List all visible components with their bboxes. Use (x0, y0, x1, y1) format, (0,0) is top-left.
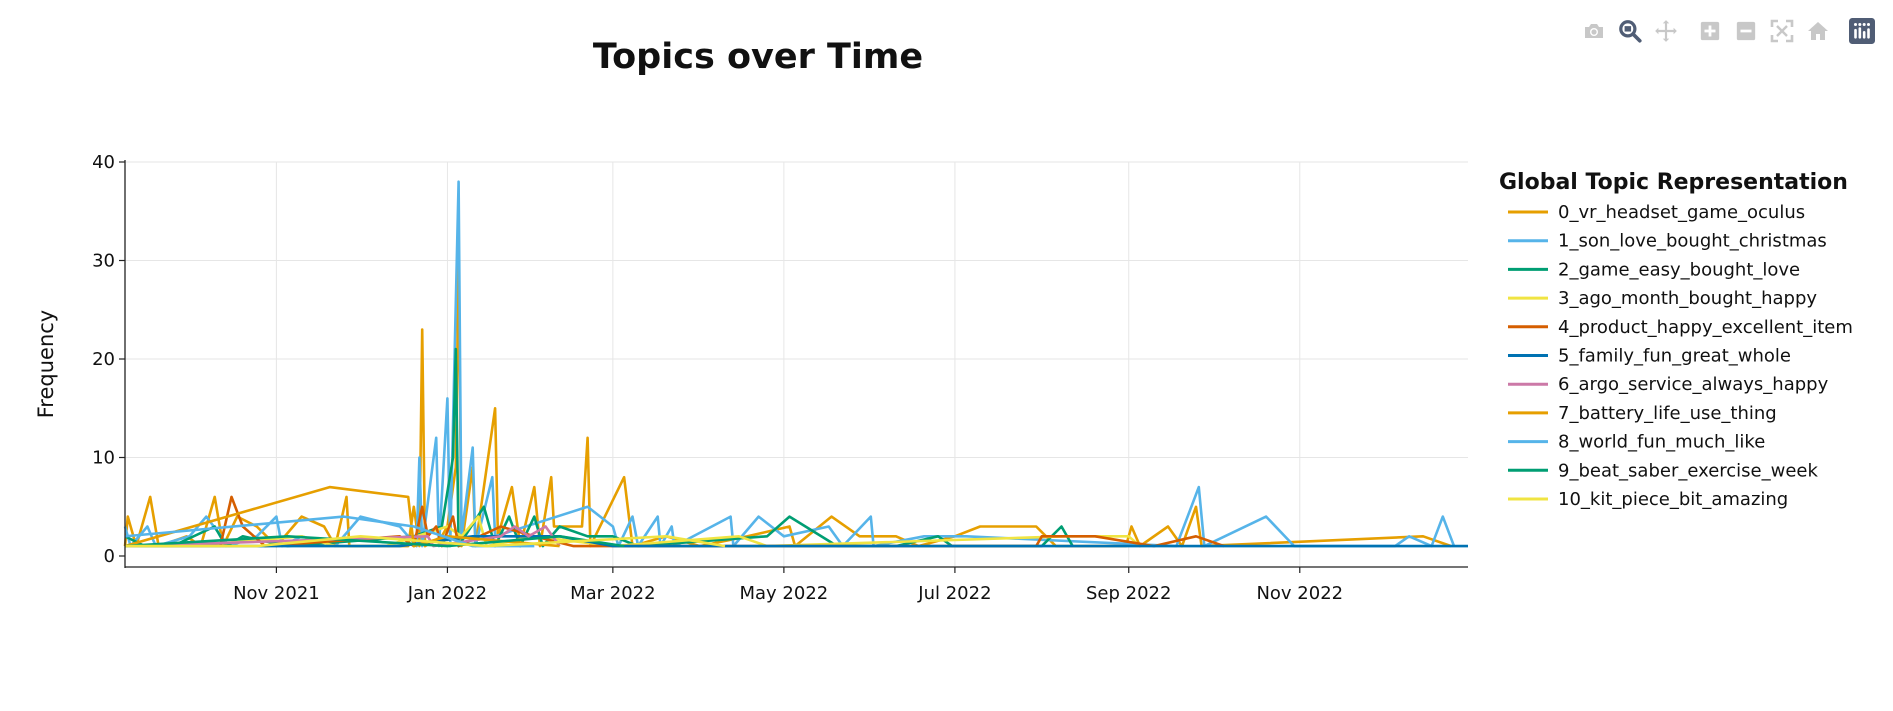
legend-label: 1_son_love_bought_christmas (1558, 231, 1827, 252)
legend-item[interactable]: 5_family_fun_great_whole (1508, 346, 1791, 367)
chart-title: Topics over Time (593, 37, 923, 77)
legend-label: 8_world_fun_much_like (1558, 432, 1765, 453)
legend-label: 10_kit_piece_bit_amazing (1558, 489, 1788, 510)
y-tick-label: 20 (92, 349, 115, 370)
legend-item[interactable]: 10_kit_piece_bit_amazing (1508, 489, 1788, 510)
legend-label: 7_battery_life_use_thing (1558, 403, 1777, 424)
legend-label: 5_family_fun_great_whole (1558, 346, 1791, 367)
x-tick-label: Nov 2022 (1256, 583, 1343, 604)
legend: 0_vr_headset_game_oculus 1_son_love_bough… (1508, 202, 1853, 510)
legend-item[interactable]: 0_vr_headset_game_oculus (1508, 202, 1805, 223)
y-tick-label: 30 (92, 251, 115, 272)
plotly-logo-icon[interactable] (1847, 16, 1877, 46)
legend-item[interactable]: 2_game_easy_bought_love (1508, 259, 1800, 280)
legend-label: 0_vr_headset_game_oculus (1558, 202, 1805, 223)
plot-area[interactable] (125, 162, 1468, 567)
legend-label: 6_argo_service_always_happy (1558, 374, 1829, 395)
legend-item[interactable]: 9_beat_saber_exercise_week (1508, 460, 1819, 481)
x-tick-label: May 2022 (740, 583, 829, 604)
zoom-out-icon[interactable] (1731, 16, 1761, 46)
legend-label: 9_beat_saber_exercise_week (1558, 460, 1819, 481)
zoom-icon[interactable] (1615, 16, 1645, 46)
legend-label: 2_game_easy_bought_love (1558, 259, 1800, 280)
y-tick-label: 0 (104, 546, 115, 567)
legend-item[interactable]: 1_son_love_bought_christmas (1508, 231, 1827, 252)
legend-item[interactable]: 3_ago_month_bought_happy (1508, 288, 1817, 309)
series-line-9 (124, 535, 625, 548)
x-tick-label: Sep 2022 (1086, 583, 1171, 604)
y-tick-label: 40 (92, 152, 115, 173)
series-line-10 (125, 535, 726, 548)
series-line-4 (125, 495, 1225, 548)
series-line-6 (124, 525, 561, 548)
x-ticks: Nov 2021 Jan 2022 Mar 2022 May 2022 Jul 2022… (233, 567, 1343, 604)
x-tick-label: Jul 2022 (917, 583, 991, 604)
legend-title: Global Topic Representation (1499, 170, 1848, 195)
x-tick-label: Nov 2021 (233, 583, 320, 604)
legend-label: 3_ago_month_bought_happy (1558, 288, 1817, 309)
gridlines (125, 161, 1468, 566)
home-icon[interactable] (1803, 16, 1833, 46)
legend-label: 4_product_happy_excellent_item (1558, 317, 1853, 338)
x-tick-label: Jan 2022 (407, 583, 487, 604)
legend-item[interactable]: 6_argo_service_always_happy (1508, 374, 1829, 395)
series-line-7 (124, 485, 560, 548)
pan-icon[interactable] (1651, 16, 1681, 46)
modebar (1573, 14, 1877, 48)
y-axis-title: Frequency (34, 310, 58, 419)
camera-icon[interactable] (1579, 16, 1609, 46)
legend-item[interactable]: 7_battery_life_use_thing (1508, 403, 1777, 424)
legend-item[interactable]: 4_product_happy_excellent_item (1508, 317, 1853, 338)
y-tick-label: 10 (92, 448, 115, 469)
x-tick-label: Mar 2022 (570, 583, 656, 604)
autoscale-icon[interactable] (1767, 16, 1797, 46)
legend-item[interactable]: 8_world_fun_much_like (1508, 432, 1765, 453)
series-lines (123, 180, 1468, 548)
y-ticks: 0 10 20 30 40 (92, 152, 125, 567)
zoom-in-icon[interactable] (1695, 16, 1725, 46)
